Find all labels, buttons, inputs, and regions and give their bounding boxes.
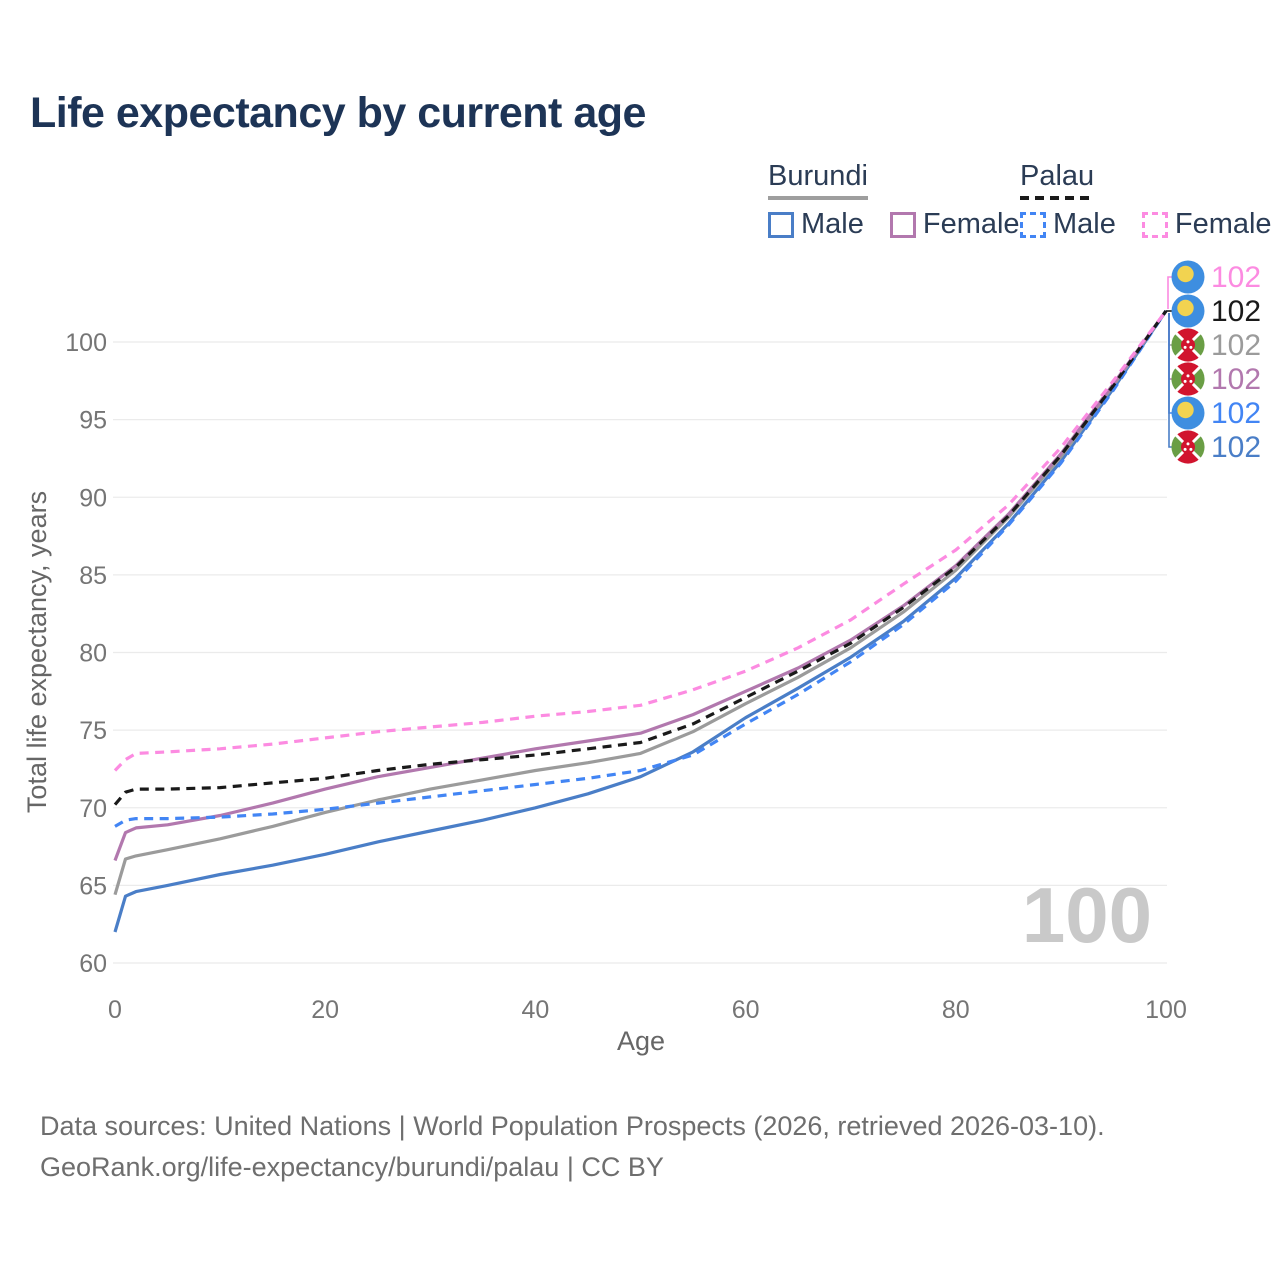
y-tick-label-100: 100: [65, 329, 107, 357]
legend-country-underline-palau: [1020, 196, 1095, 200]
legend-country-label-palau: Palau: [1020, 160, 1095, 192]
connector-palau-female: [1167, 276, 1172, 309]
x-tick-label-100: 100: [1145, 996, 1187, 1024]
x-tick-label-20: 20: [311, 996, 339, 1024]
series-line-palau: [113, 309, 1168, 806]
palau-flag-icon: [1171, 294, 1205, 328]
legend-swatch-burundi-male: [768, 211, 794, 238]
label-connectors: [1166, 276, 1172, 448]
legend-item-burundi-female[interactable]: Female: [889, 208, 1020, 241]
y-tick-label-60: 60: [79, 950, 107, 978]
y-tick-label-95: 95: [79, 407, 107, 435]
page-title: Life expectancy by current age: [30, 89, 646, 137]
legend-label-burundi-female: Female: [922, 208, 1020, 240]
legend-country-label-burundi: Burundi: [768, 160, 868, 192]
x-tick-label-40: 40: [521, 996, 549, 1024]
y-tick-label-80: 80: [79, 640, 107, 668]
palau-flag-icon: [1171, 396, 1205, 430]
palau-flag-icon: [1171, 260, 1205, 294]
legend-swatch-burundi-female: [889, 211, 916, 238]
burundi-flag-icon: [1169, 428, 1207, 466]
x-tick-label-80: 80: [942, 996, 970, 1024]
x-axis-title: Age: [617, 1026, 665, 1056]
legend-label-palau-female: Female: [1174, 208, 1272, 240]
series-line-palau-female: [113, 309, 1168, 772]
end-value-burundi: 102: [1211, 329, 1261, 362]
y-tick-label-70: 70: [79, 795, 107, 823]
legend-label-palau-male: Male: [1053, 208, 1116, 240]
age-watermark: 100: [1022, 871, 1152, 959]
legend-swatch-palau-male: [1020, 211, 1046, 238]
legend-group-palau: Palau Male Female: [1020, 160, 1272, 241]
y-axis-title: Total life expectancy, years: [22, 491, 52, 813]
connector-burundi-male: [1168, 313, 1172, 448]
legend-item-palau-male[interactable]: Male: [1020, 208, 1116, 241]
axis-labels: 60 65 70 75 80 85 90 95 100 0 20 40 60 80 100 Age Total …: [22, 329, 1187, 1056]
legend-country-palau: Palau: [1020, 160, 1095, 200]
series-line-burundi: [113, 309, 1168, 896]
legend-item-burundi-male[interactable]: Male: [768, 208, 864, 241]
series-lines: [113, 309, 1168, 933]
footer: Data sources: United Nations | World Pop…: [40, 1106, 1105, 1188]
legend-country-burundi: Burundi: [768, 160, 868, 200]
end-value-palau-female: 102: [1211, 261, 1261, 294]
y-tick-label-65: 65: [79, 872, 107, 900]
end-value-palau: 102: [1211, 295, 1261, 328]
legend-swatch-palau-female: [1141, 211, 1168, 238]
data-sources-line: Data sources: United Nations | World Pop…: [40, 1111, 1105, 1141]
burundi-flag-icon: [1169, 360, 1207, 398]
end-value-palau-male: 102: [1211, 397, 1261, 430]
x-tick-label-60: 60: [732, 996, 760, 1024]
gridlines: [113, 341, 1167, 964]
x-tick-label-0: 0: [108, 996, 122, 1024]
legend-country-underline-burundi: [768, 196, 868, 200]
series-line-palau-male: [114, 310, 1168, 828]
end-value-burundi-male: 102: [1211, 431, 1261, 464]
burundi-flag-icon: [1169, 326, 1207, 364]
legend-items-palau: Male Female: [1020, 208, 1272, 241]
legend-item-palau-female[interactable]: Female: [1141, 208, 1272, 241]
y-tick-label-75: 75: [79, 717, 107, 745]
end-value-burundi-female: 102: [1211, 363, 1261, 396]
series-line-burundi-male: [113, 310, 1168, 933]
y-tick-label-85: 85: [79, 562, 107, 590]
legend-label-burundi-male: Male: [801, 208, 864, 240]
legend-items-burundi: Male Female: [768, 208, 1020, 241]
attribution-line: GeoRank.org/life-expectancy/burundi/pala…: [40, 1152, 664, 1182]
legend-group-burundi: Burundi Male Female: [768, 160, 1020, 241]
y-tick-label-90: 90: [79, 484, 107, 512]
